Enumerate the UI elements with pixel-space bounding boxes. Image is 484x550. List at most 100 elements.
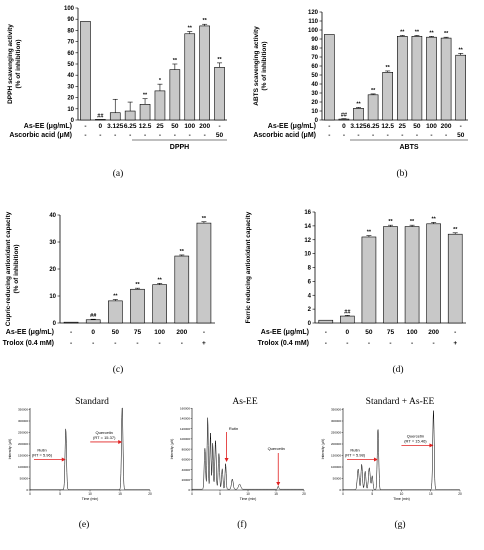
category-label: - — [454, 329, 456, 336]
y-tick-label: 60 — [67, 51, 74, 57]
row2-label: - — [325, 340, 327, 347]
y-tick-label: 100000 — [180, 437, 190, 441]
bar — [130, 288, 145, 324]
y-tick-label: 40 — [67, 73, 74, 79]
x-tick-label: 5 — [219, 492, 221, 496]
category-label: - — [328, 123, 330, 130]
significance-label: ** — [459, 47, 464, 53]
bar — [152, 284, 167, 324]
y-tick-label: 10 — [304, 252, 311, 258]
row2-label: + — [202, 340, 206, 347]
significance-label: ** — [135, 282, 140, 288]
category-label: 0 — [346, 329, 350, 336]
significance-label: * — [159, 78, 162, 84]
row2-label: - — [174, 132, 176, 139]
y-tick-label: 250000 — [18, 431, 28, 435]
y-tick-label: 140000 — [180, 417, 190, 421]
significance-label: ** — [202, 216, 207, 222]
peak-rt-rutin: (RT = 5.96) — [32, 452, 53, 457]
chromatogram-trace — [343, 410, 460, 490]
y-axis-label: Ferric reducing antioxidant capacity — [245, 211, 252, 323]
peak-label-quercetin: Quercetin — [407, 433, 424, 438]
bar — [318, 319, 334, 324]
category-label: 100 — [407, 329, 418, 336]
y-tick-label: 50000 — [333, 477, 342, 481]
bar — [196, 222, 212, 324]
row2-label: - — [204, 132, 206, 139]
significance-label: ** — [217, 57, 222, 63]
y-tick-label: 40 — [49, 213, 56, 219]
significance-label: ** — [367, 230, 372, 236]
y-axis-label: (% of inhibition) — [15, 39, 22, 88]
y-tick-label: 0 — [71, 118, 75, 124]
row1-title: As-EE (μg/mL) — [268, 123, 316, 130]
significance-label: ** — [180, 249, 185, 255]
panel-c-cupric-chart: 0 10 20 30 40 Cupric-reducing antioxidant cap… — [3, 211, 215, 375]
category-label: 12.5 — [381, 123, 394, 130]
y-tick-label: 0 — [188, 488, 190, 492]
y-tick-label: 300000 — [331, 419, 341, 423]
y-tick-label: 40 — [311, 82, 318, 88]
y-axis-label: Cupric-reducing antioxidant capacity — [5, 211, 12, 326]
y-tick-label: 70 — [311, 55, 318, 61]
y-tick-label: 80 — [311, 46, 318, 52]
y-tick-label: 14 — [304, 224, 311, 230]
bar — [154, 90, 166, 121]
y-tick-label: 20 — [49, 267, 56, 273]
bar — [361, 236, 377, 324]
category-label: 0 — [342, 123, 346, 130]
category-label: 25 — [156, 123, 164, 130]
y-tick-label: 30 — [49, 240, 56, 246]
x-tick-label: 0 — [191, 492, 193, 496]
row2-title: Trolox (0.4 mM) — [258, 340, 309, 347]
category-label: 0 — [99, 123, 103, 130]
category-label: 200 — [199, 123, 210, 130]
category-label: 100 — [154, 329, 165, 336]
bar — [440, 37, 452, 121]
x-axis-label: Time (min) — [240, 497, 257, 501]
row2-label: - — [114, 340, 116, 347]
y-tick-label: 16 — [304, 210, 311, 216]
row2-label: - — [387, 132, 389, 139]
x-tick-label: 20 — [148, 492, 152, 496]
category-label: 3.125 — [107, 123, 124, 130]
row2-title: Trolox (0.4 mM) — [3, 340, 54, 347]
x-tick-label: 10 — [246, 492, 250, 496]
significance-label: ## — [341, 113, 347, 119]
y-tick-label: 20 — [311, 100, 318, 106]
panel-caption: (f) — [237, 519, 247, 530]
bar — [199, 25, 210, 121]
row2-label: - — [401, 132, 403, 139]
y-tick-label: 0 — [315, 118, 319, 124]
y-tick-label: 40000 — [182, 468, 191, 472]
y-axis-label: Intensity (μV) — [170, 439, 174, 460]
y-tick-label: 0 — [339, 488, 341, 492]
bar — [214, 67, 225, 121]
category-label: 50 — [112, 329, 120, 336]
panel-caption: (a) — [113, 168, 124, 179]
y-tick-label: 100 — [308, 28, 319, 34]
significance-label: ** — [143, 93, 148, 99]
y-tick-label: 10 — [49, 294, 56, 300]
row2-label: - — [346, 340, 348, 347]
chromatogram-title: As-EE — [232, 397, 258, 407]
y-tick-label: 200000 — [18, 442, 28, 446]
y-tick-label: 300000 — [18, 419, 28, 423]
category-label: 200 — [428, 329, 439, 336]
row2-label: - — [136, 340, 138, 347]
x-tick-label: 15 — [118, 492, 122, 496]
x-tick-label: 15 — [274, 492, 278, 496]
row2-title: Ascorbic acid (μM) — [253, 132, 316, 139]
peak-label-quercetin: Quercetin — [96, 430, 113, 435]
row1-title: As-EE (μg/mL) — [6, 329, 54, 336]
category-label: - — [84, 123, 86, 130]
bar — [95, 119, 106, 121]
category-label: 200 — [176, 329, 187, 336]
peak-label-rutin: Rutin — [37, 447, 46, 452]
bar — [174, 255, 190, 324]
x-axis-label: Time (min) — [393, 497, 410, 501]
y-tick-label: 10 — [311, 109, 318, 115]
y-tick-label: 50 — [311, 73, 318, 79]
row2-label: - — [411, 340, 413, 347]
